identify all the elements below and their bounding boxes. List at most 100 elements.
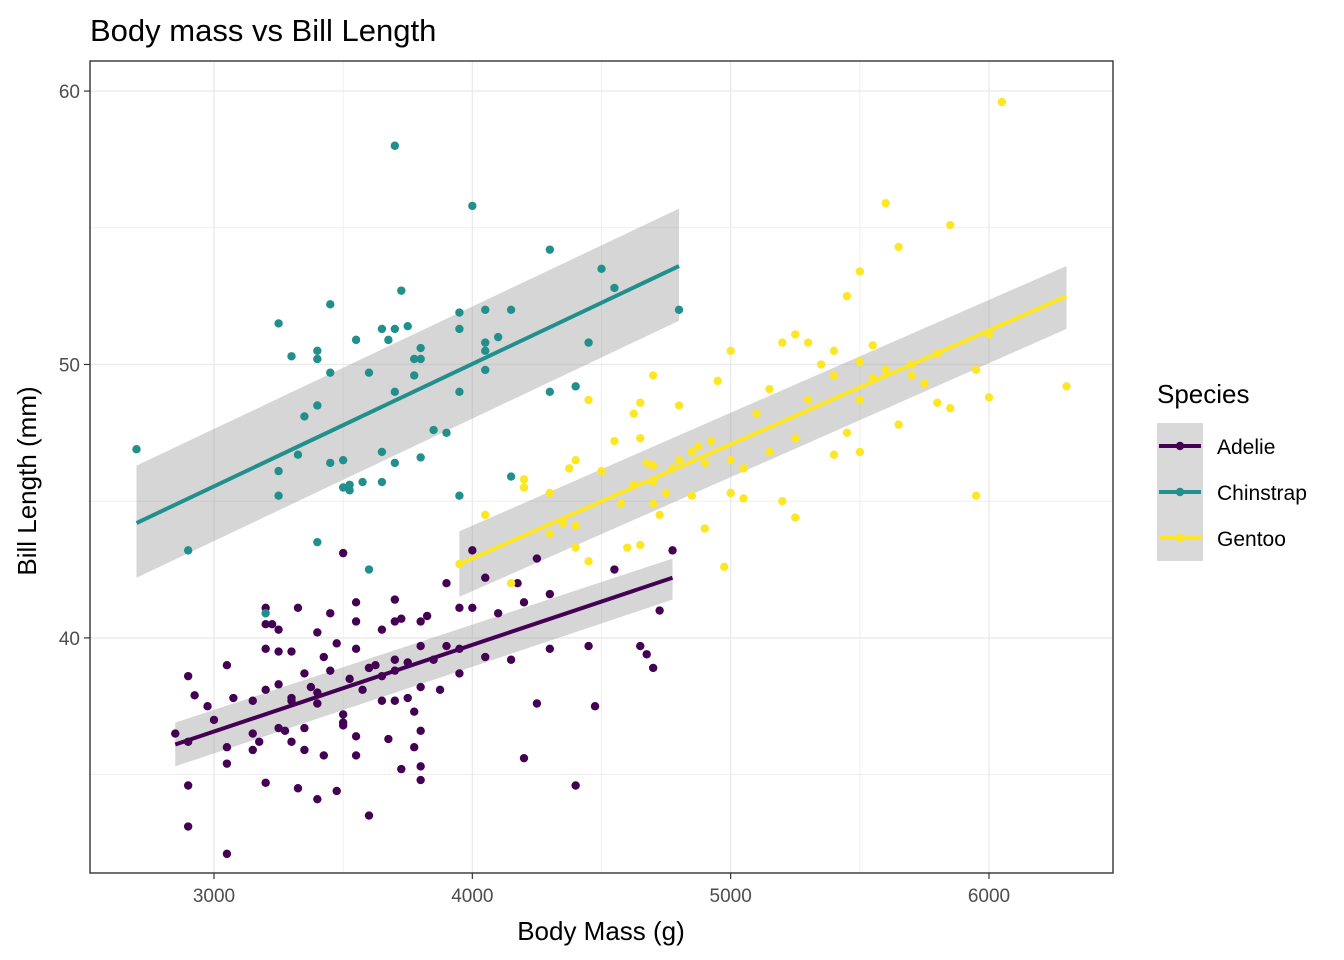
point-chinstrap — [545, 245, 555, 254]
legend-title: Species — [1157, 379, 1250, 409]
x-tick-label: 4000 — [451, 886, 493, 907]
point-gentoo — [571, 455, 580, 465]
point-adelie — [351, 598, 361, 607]
point-adelie — [390, 696, 400, 705]
point-gentoo — [642, 458, 651, 468]
point-gentoo — [920, 379, 929, 388]
point-gentoo — [629, 409, 638, 418]
point-adelie — [377, 696, 387, 705]
point-gentoo — [816, 360, 826, 369]
point-adelie — [636, 641, 645, 651]
point-chinstrap — [455, 491, 464, 500]
point-gentoo — [855, 447, 865, 457]
point-gentoo — [481, 510, 490, 520]
point-gentoo — [803, 395, 813, 405]
point-chinstrap — [313, 354, 322, 364]
point-gentoo — [545, 529, 555, 539]
point-gentoo — [636, 398, 645, 407]
point-adelie — [416, 641, 425, 651]
y-tick-label: 40 — [59, 629, 80, 650]
point-chinstrap — [390, 458, 400, 468]
point-adelie — [403, 693, 412, 703]
point-chinstrap — [293, 450, 303, 459]
point-adelie — [642, 650, 651, 659]
point-adelie — [410, 707, 419, 716]
point-chinstrap — [274, 466, 283, 476]
point-adelie — [571, 781, 580, 790]
point-adelie — [229, 693, 238, 703]
point-adelie — [377, 625, 387, 634]
point-chinstrap — [390, 141, 400, 150]
point-adelie — [416, 726, 425, 736]
point-adelie — [319, 751, 328, 760]
point-chinstrap — [455, 387, 464, 397]
point-adelie — [300, 669, 309, 678]
point-gentoo — [829, 346, 839, 356]
point-adelie — [332, 786, 341, 796]
point-adelie — [338, 710, 348, 719]
point-adelie — [397, 614, 406, 623]
point-adelie — [300, 723, 309, 733]
point-adelie — [481, 573, 490, 582]
point-adelie — [610, 565, 619, 574]
point-adelie — [351, 644, 361, 654]
point-chinstrap — [338, 455, 348, 465]
point-gentoo — [610, 436, 619, 446]
point-adelie — [255, 737, 264, 746]
point-adelie — [248, 696, 257, 705]
point-chinstrap — [506, 305, 516, 314]
point-gentoo — [791, 434, 800, 443]
point-adelie — [416, 617, 425, 626]
point-gentoo — [984, 393, 994, 402]
point-chinstrap — [183, 546, 193, 555]
point-adelie — [338, 548, 348, 558]
point-adelie — [358, 685, 367, 695]
point-gentoo — [803, 338, 813, 347]
point-chinstrap — [429, 425, 438, 435]
point-adelie — [519, 598, 529, 607]
point-adelie — [468, 603, 477, 613]
point-chinstrap — [313, 346, 322, 356]
point-adelie — [384, 734, 393, 744]
point-adelie — [306, 682, 316, 692]
point-chinstrap — [481, 365, 490, 375]
point-chinstrap — [410, 354, 419, 364]
point-adelie — [274, 680, 283, 689]
point-adelie — [590, 702, 600, 711]
data-points — [132, 97, 1071, 859]
point-chinstrap — [274, 319, 283, 328]
point-gentoo — [739, 494, 748, 503]
point-gentoo — [674, 455, 684, 465]
point-adelie — [222, 743, 232, 752]
point-gentoo — [713, 376, 722, 386]
point-chinstrap — [416, 343, 425, 353]
point-adelie — [519, 753, 529, 763]
point-adelie — [345, 674, 354, 684]
point-adelie — [261, 644, 270, 654]
point-gentoo — [881, 198, 890, 208]
point-gentoo — [842, 428, 852, 438]
point-chinstrap — [377, 447, 387, 457]
point-adelie — [222, 759, 232, 768]
point-adelie — [422, 611, 432, 621]
point-adelie — [209, 715, 219, 725]
point-adelie — [287, 647, 296, 656]
point-chinstrap — [481, 305, 490, 314]
point-gentoo — [519, 483, 529, 492]
point-chinstrap — [287, 352, 296, 361]
point-adelie — [261, 685, 270, 695]
point-gentoo — [855, 395, 865, 405]
point-gentoo — [720, 562, 729, 571]
point-gentoo — [726, 488, 735, 498]
point-adelie — [532, 699, 542, 708]
point-gentoo — [829, 450, 839, 459]
point-gentoo — [519, 475, 529, 484]
point-gentoo — [584, 395, 593, 405]
point-chinstrap — [506, 472, 516, 481]
point-adelie — [293, 603, 303, 613]
point-gentoo — [700, 458, 710, 468]
point-gentoo — [687, 447, 697, 457]
point-adelie — [280, 726, 290, 736]
point-adelie — [648, 663, 658, 673]
